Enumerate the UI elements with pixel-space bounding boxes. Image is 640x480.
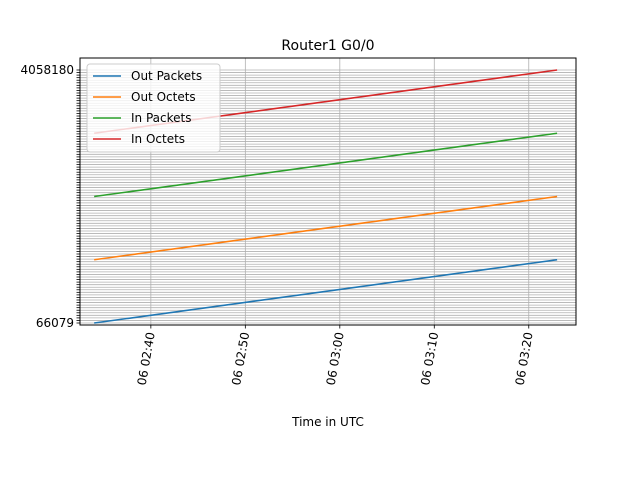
plot-frame	[79, 57, 577, 326]
legend-label: Out Octets	[131, 90, 196, 104]
y-ticks: 66079 4058180	[21, 63, 80, 330]
x-axis-label: Time in UTC	[291, 415, 364, 429]
y-tick-label: 66079	[36, 316, 74, 330]
legend: Out Packets Out Octets In Packets In Octets	[86, 63, 221, 153]
legend-label: Out Packets	[131, 69, 202, 83]
series-lines	[94, 69, 558, 324]
series-line	[94, 258, 558, 324]
series-line	[94, 132, 558, 198]
chart-title: Router1 G0/0	[281, 38, 374, 54]
y-tick-label: 4058180	[21, 63, 74, 77]
legend-box	[86, 63, 221, 153]
y-gridlines	[80, 69, 576, 324]
legend-label: In Packets	[131, 111, 191, 125]
legend-label: In Octets	[131, 132, 185, 146]
series-line	[94, 195, 558, 261]
